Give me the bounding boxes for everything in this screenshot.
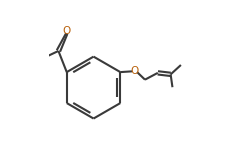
Text: O: O — [130, 66, 139, 76]
Text: O: O — [62, 26, 71, 36]
